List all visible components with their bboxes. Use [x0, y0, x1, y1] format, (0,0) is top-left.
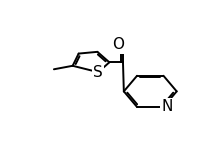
Text: O: O [112, 37, 124, 52]
Text: S: S [93, 65, 103, 80]
Text: N: N [161, 100, 173, 114]
